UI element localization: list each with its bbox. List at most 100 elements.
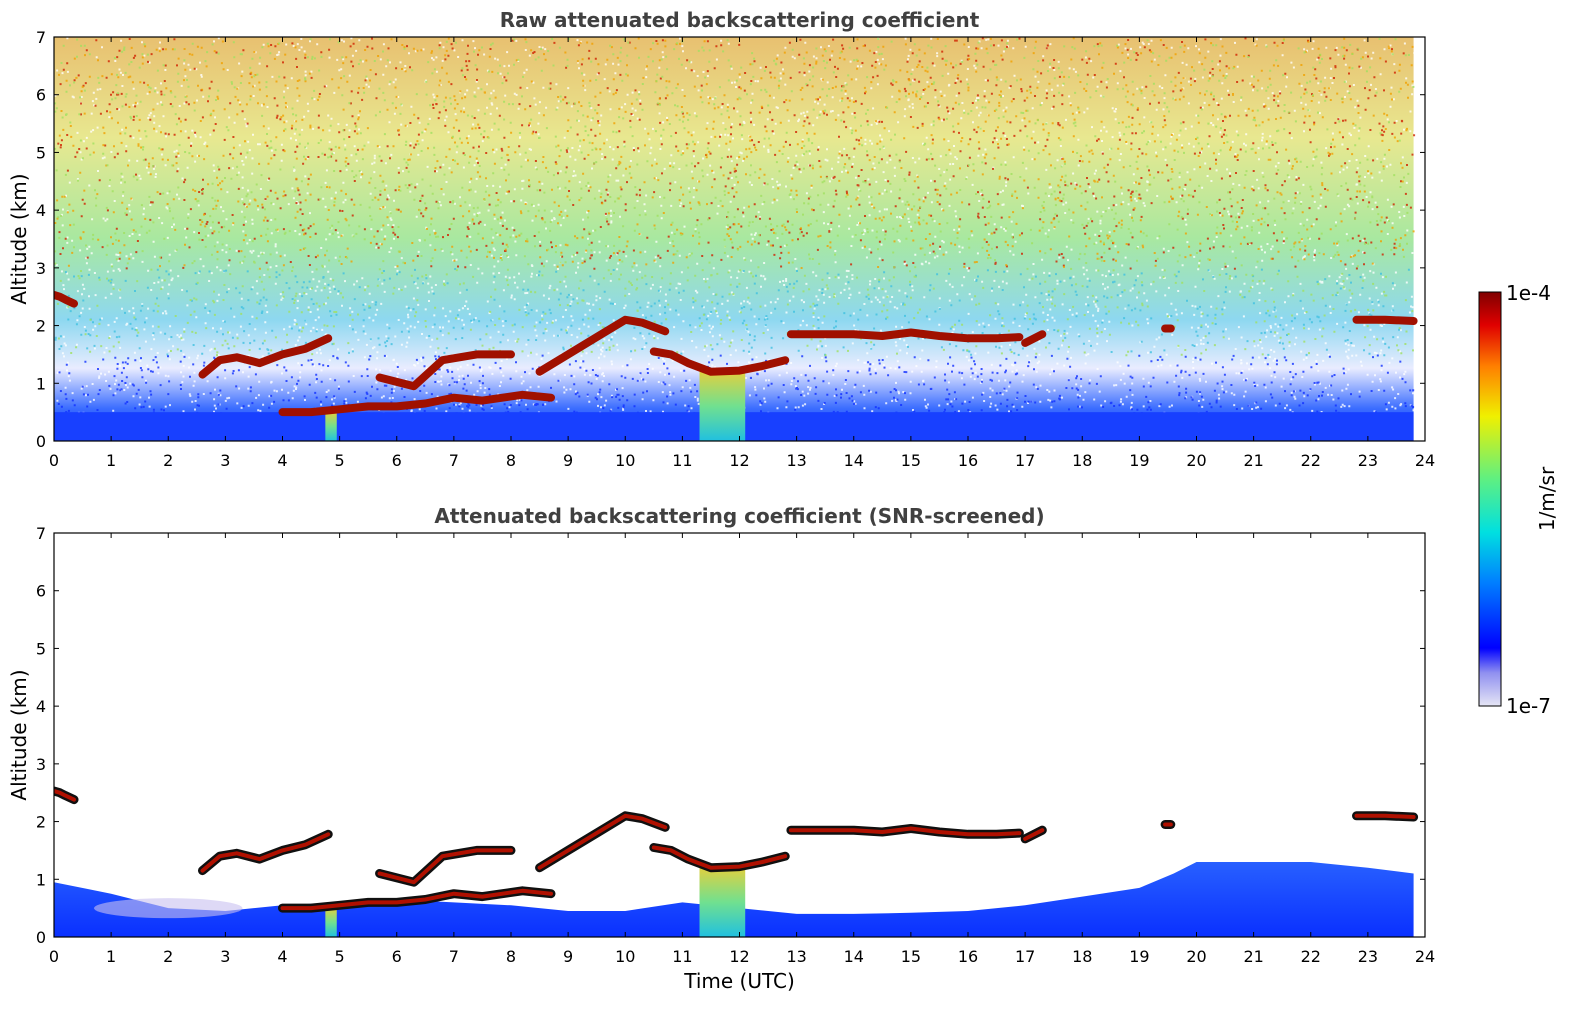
x-tick-label: 1 bbox=[106, 947, 116, 966]
cloud-layer-outline bbox=[198, 829, 333, 876]
x-tick-label: 10 bbox=[615, 451, 635, 470]
x-tick-label: 13 bbox=[786, 947, 806, 966]
x-tick-label: 15 bbox=[901, 947, 921, 966]
x-tick-label: 13 bbox=[786, 451, 806, 470]
y-tick-label: 6 bbox=[36, 582, 46, 601]
x-tick-label: 10 bbox=[615, 947, 635, 966]
x-tick-label: 18 bbox=[1072, 947, 1092, 966]
y-tick-label: 2 bbox=[36, 317, 46, 336]
colorbar-min-label: 1e-7 bbox=[1506, 694, 1551, 718]
cloud-layer bbox=[1023, 828, 1045, 841]
x-tick-label: 20 bbox=[1186, 947, 1206, 966]
y-tick-label: 0 bbox=[36, 432, 46, 451]
x-tick-label: 21 bbox=[1243, 947, 1263, 966]
x-tick-label: 11 bbox=[672, 947, 692, 966]
x-tick-label: 3 bbox=[220, 947, 230, 966]
panel2-y-label: Altitude (km) bbox=[7, 669, 31, 800]
x-tick-label: 24 bbox=[1415, 947, 1435, 966]
x-tick-label: 22 bbox=[1301, 451, 1321, 470]
boundary-layer bbox=[54, 862, 1414, 937]
x-tick-label: 19 bbox=[1129, 451, 1149, 470]
cloud-layer bbox=[537, 813, 668, 870]
cloud-layer bbox=[535, 315, 670, 376]
panel2-title: Attenuated backscattering coefficient (S… bbox=[434, 504, 1044, 528]
colorbar bbox=[1478, 291, 1502, 707]
y-tick-label: 7 bbox=[36, 524, 46, 543]
y-tick-label: 1 bbox=[36, 374, 46, 393]
x-tick-label: 21 bbox=[1243, 451, 1263, 470]
y-tick-label: 5 bbox=[36, 639, 46, 658]
y-tick-label: 7 bbox=[36, 28, 46, 47]
x-tick-label: 5 bbox=[335, 947, 345, 966]
x-tick-label: 16 bbox=[958, 451, 978, 470]
x-tick-label: 24 bbox=[1415, 451, 1435, 470]
x-tick-label: 6 bbox=[392, 451, 402, 470]
x-tick-label: 8 bbox=[506, 451, 516, 470]
x-tick-label: 16 bbox=[958, 947, 978, 966]
x-tick-label: 4 bbox=[277, 451, 287, 470]
cloud-layer bbox=[200, 832, 331, 873]
signal-column bbox=[325, 412, 337, 441]
y-tick-label: 0 bbox=[36, 928, 46, 947]
x-tick-label: 19 bbox=[1129, 947, 1149, 966]
y-tick-label: 1 bbox=[36, 870, 46, 889]
y-tick-label: 3 bbox=[36, 259, 46, 278]
cloud-layer bbox=[198, 334, 333, 379]
signal-column bbox=[699, 867, 746, 937]
panel1-title: Raw attenuated backscattering coefficien… bbox=[500, 8, 980, 32]
x-tick-label: 11 bbox=[672, 451, 692, 470]
x-tick-label: 0 bbox=[49, 451, 59, 470]
x-tick-label: 15 bbox=[901, 451, 921, 470]
x-tick-label: 4 bbox=[277, 947, 287, 966]
x-tick-label: 18 bbox=[1072, 451, 1092, 470]
x-tick-label: 1 bbox=[106, 451, 116, 470]
x-tick-label: 17 bbox=[1015, 451, 1035, 470]
panel2-x-label: Time (UTC) bbox=[683, 969, 795, 993]
colorbar-max-label: 1e-4 bbox=[1506, 281, 1551, 305]
x-tick-label: 9 bbox=[563, 451, 573, 470]
x-tick-label: 8 bbox=[506, 947, 516, 966]
panel1-heatmap bbox=[54, 37, 1418, 441]
x-tick-label: 5 bbox=[335, 451, 345, 470]
y-tick-label: 2 bbox=[36, 813, 46, 832]
cloud-layer bbox=[788, 826, 1022, 837]
x-tick-label: 7 bbox=[449, 451, 459, 470]
x-tick-label: 17 bbox=[1015, 947, 1035, 966]
x-tick-label: 9 bbox=[563, 947, 573, 966]
cloud-layer bbox=[54, 291, 78, 308]
x-tick-label: 3 bbox=[220, 451, 230, 470]
signal-column bbox=[699, 371, 746, 441]
cloud-layer bbox=[377, 848, 513, 885]
panel1-y-axis: 0 1 2 3 4 5 6 7 bbox=[36, 28, 1425, 451]
x-tick-label: 20 bbox=[1186, 451, 1206, 470]
colorbar-unit-label: 1/m/sr bbox=[1535, 466, 1559, 531]
cloud-layer bbox=[54, 789, 76, 802]
panel2-x-axis: 0 1 2 3 4 5 6 7 8 9 10 11 12 13 14 15 16 17 18 19 20 21 22 23 24 bbox=[49, 533, 1435, 966]
x-tick-label: 14 bbox=[844, 451, 864, 470]
y-tick-label: 5 bbox=[36, 143, 46, 162]
cloud-layer bbox=[786, 328, 1024, 343]
x-tick-label: 14 bbox=[844, 947, 864, 966]
y-tick-label: 6 bbox=[36, 86, 46, 105]
x-tick-label: 0 bbox=[49, 947, 59, 966]
panel1-x-axis: 0 1 2 3 4 5 6 7 8 9 10 11 12 13 14 15 16 17 18 19 20 21 22 23 24 bbox=[49, 37, 1435, 470]
y-tick-label: 3 bbox=[36, 755, 46, 774]
signal-column bbox=[325, 908, 337, 937]
cloud-layer bbox=[1352, 315, 1418, 325]
cloud-layer bbox=[651, 845, 788, 870]
cloud-layer bbox=[278, 390, 555, 417]
x-tick-label: 2 bbox=[163, 451, 173, 470]
cloud-layer bbox=[1354, 813, 1416, 819]
x-tick-label: 6 bbox=[392, 947, 402, 966]
y-tick-label: 4 bbox=[36, 697, 46, 716]
cloud-layer bbox=[280, 888, 553, 911]
cloud-layer-outline bbox=[535, 811, 670, 873]
x-tick-label: 7 bbox=[449, 947, 459, 966]
x-tick-label: 12 bbox=[729, 947, 749, 966]
panel2-heatmap bbox=[54, 786, 1419, 937]
panel2-y-axis: 0 1 2 3 4 5 6 7 bbox=[36, 524, 1425, 947]
low-signal-patch bbox=[93, 898, 243, 919]
x-tick-label: 12 bbox=[729, 451, 749, 470]
x-tick-label: 2 bbox=[163, 947, 173, 966]
